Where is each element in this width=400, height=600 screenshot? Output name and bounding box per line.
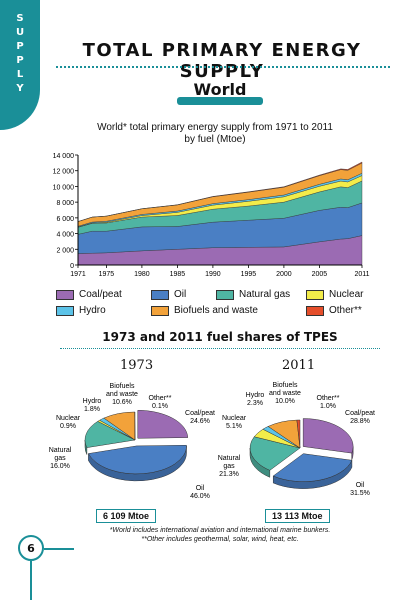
page-number-vline (30, 561, 32, 600)
legend-item-nuclear: Nuclear (306, 289, 363, 300)
page-number: 6 (27, 542, 35, 555)
pie-label-coal-peat: Coal/peat 24.6% (185, 410, 215, 425)
pie-chart-2011: Coal/peat 28.8% Oil 31.5% Natural gas 21.3% Nuc… (218, 382, 375, 497)
area-chart: 0 2 000 4 000 6 000 8 000 10 000 12 000 14 000 1… (53, 153, 370, 278)
y-tick-label: 4 000 (56, 232, 74, 239)
section-heading-label: World (193, 80, 247, 99)
pie-1973-year: 1973 (120, 358, 154, 373)
x-tick-label: 1985 (170, 271, 186, 278)
pie-slice-natural-gas (84, 421, 136, 455)
x-tick-label: 1980 (134, 271, 150, 278)
pie-slice-top (137, 410, 189, 439)
y-tick-label: 10 000 (53, 184, 75, 191)
pie-slice-other (296, 419, 301, 449)
legend-swatch-natural-gas (216, 289, 234, 300)
y-tick-label: 2 000 (56, 247, 74, 254)
pie-slice-coal-peat (137, 410, 189, 439)
x-tick-label: 1975 (99, 271, 115, 278)
pie-label-other: Other** 0.1% (149, 395, 172, 410)
pie-label-hydro: Hydro 2.3% (246, 392, 265, 407)
legend-swatch-other (306, 305, 324, 316)
pie-label-biofuels-and-waste: Biofuels and waste 10.6% (106, 383, 138, 406)
page-number-line (44, 548, 74, 550)
pie-slice-oil (272, 453, 353, 489)
pie-label-natural-gas: Natural gas 16.0% (49, 447, 72, 470)
pie-label-oil: Oil 46.0% (190, 485, 210, 500)
y-tick-label: 12 000 (53, 169, 75, 176)
x-tick-label: 2000 (276, 271, 292, 278)
pie-slice-top (302, 418, 354, 454)
pie-label-nuclear: Nuclear 0.9% (56, 415, 81, 430)
area-chart-title-line-1: World* total primary energy supply from … (97, 122, 333, 133)
area-chart-axes: 0 2 000 4 000 6 000 8 000 10 000 12 000 14 000 1… (53, 153, 370, 278)
pie-label-coal-peat: Coal/peat 28.8% (345, 410, 375, 425)
pie-label-hydro: Hydro 1.8% (83, 398, 102, 413)
pie-slice-oil (88, 444, 187, 482)
pie-label-other: Other** 1.0% (317, 395, 340, 410)
legend-item-natural-gas: Natural gas (216, 289, 290, 300)
legend-item-hydro: Hydro (56, 305, 106, 316)
pie-slice-top (272, 453, 353, 482)
pie-slice-coal-peat (302, 418, 354, 461)
pie-section-title: 1973 and 2011 fuel shares of TPES (102, 330, 338, 344)
area-chart-title-line-2: by fuel (Mtoe) (184, 134, 246, 145)
pie-label-biofuels-and-waste: Biofuels and waste 10.0% (269, 382, 301, 405)
x-tick-label: 1971 (70, 271, 86, 278)
section-tab: SUPPLY (0, 0, 40, 130)
pie-label-nuclear: Nuclear 5.1% (222, 415, 247, 430)
legend-swatch-coal-peat (56, 289, 74, 300)
area-chart-title: World* total primary energy supply from … (70, 122, 360, 146)
y-tick-label: 6 000 (56, 216, 74, 223)
legend-label-oil: Oil (174, 289, 187, 300)
legend-item-other: Other** (306, 305, 362, 316)
footnotes: *World includes international aviation a… (60, 526, 380, 544)
section-heading-underline (177, 97, 263, 105)
legend-label-coal-peat: Coal/peat (79, 289, 122, 300)
x-tick-label: 2005 (312, 271, 328, 278)
legend-label-hydro: Hydro (79, 305, 106, 316)
section-tab-label: SUPPLY (15, 13, 25, 94)
pie-slice-top (84, 421, 136, 448)
legend-swatch-oil (151, 289, 169, 300)
legend-label-natural-gas: Natural gas (239, 289, 291, 300)
legend-item-coal-peat: Coal/peat (56, 289, 122, 300)
pie-2011-total: 13 113 Mtoe (265, 509, 330, 523)
x-tick-label: 1990 (205, 271, 221, 278)
title-divider (56, 66, 390, 68)
area-series-other (77, 161, 363, 222)
y-tick-label: 0 (70, 263, 74, 270)
legend-swatch-biofuels-waste (151, 305, 169, 316)
footnote-world: *World includes international aviation a… (109, 527, 331, 534)
area-chart-layers (77, 161, 363, 266)
pie-chart-1973: Coal/peat 24.6% Oil 46.0% Natural gas 16.0% Nuc… (49, 383, 215, 500)
pie-section-divider (60, 348, 380, 349)
pie-2011-year: 2011 (282, 358, 316, 373)
pie-label-natural-gas: Natural gas 21.3% (218, 455, 241, 478)
x-tick-label: 1995 (241, 271, 257, 278)
legend-label-nuclear: Nuclear (329, 289, 364, 300)
x-tick-label: 2011 (354, 271, 369, 278)
footnote-other: **Other includes geothermal, solar, wind… (141, 536, 299, 543)
legend-item-oil: Oil (151, 289, 186, 300)
section-heading: World (165, 80, 275, 106)
legend-item-biofuels-waste: Biofuels and waste (151, 305, 258, 316)
legend-swatch-nuclear (306, 289, 324, 300)
pie-slice-top (296, 419, 301, 449)
y-tick-label: 14 000 (53, 153, 75, 160)
pie-1973-total: 6 109 Mtoe (96, 509, 157, 523)
page-number-badge: 6 (18, 535, 44, 561)
pie-slice-top (88, 444, 187, 475)
pie-label-oil: Oil 31.5% (350, 482, 370, 497)
legend-swatch-hydro (56, 305, 74, 316)
legend-label-other: Other** (329, 305, 362, 316)
y-tick-label: 8 000 (56, 200, 74, 207)
legend-label-biofuels-waste: Biofuels and waste (174, 305, 258, 316)
